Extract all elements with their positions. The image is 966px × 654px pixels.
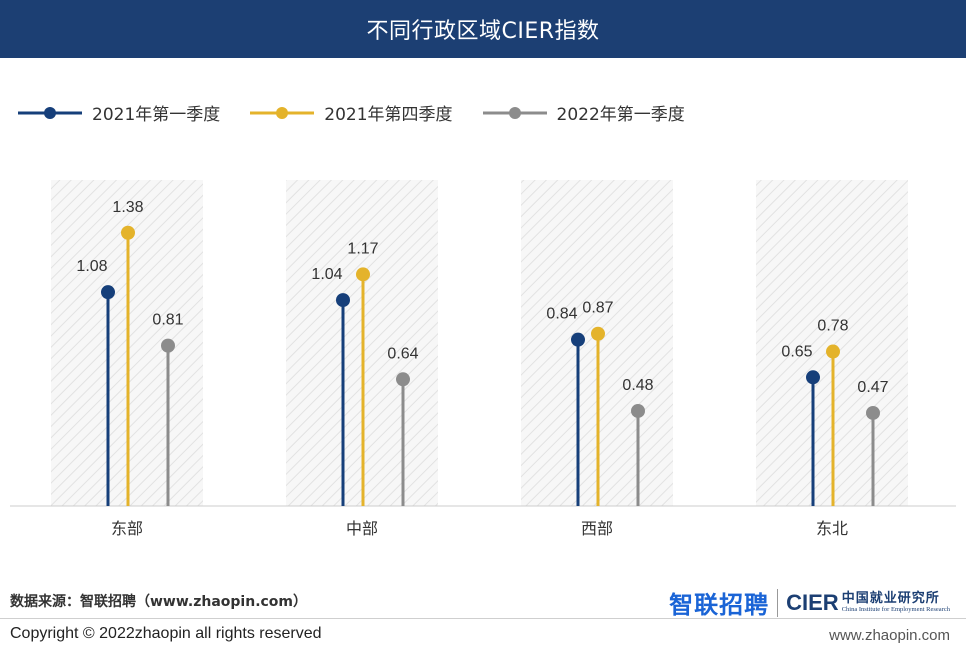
data-source-note: 数据来源：智联招聘（www.zhaopin.com） [10, 594, 308, 610]
copyright-text: Copyright © 2022zhaopin all rights reser… [10, 625, 322, 642]
title-bar: 不同行政区域CIER指数 [0, 0, 966, 58]
lollipop-point [571, 332, 585, 347]
data-label: 0.78 [817, 318, 848, 335]
legend-marker-series-1 [18, 106, 82, 119]
cier-logo-text: CIER [786, 589, 839, 615]
data-label: 0.65 [781, 343, 812, 360]
website-link[interactable]: www.zhaopin.com [829, 627, 950, 644]
footer-divider [0, 618, 966, 619]
x-tick-label: 东北 [816, 519, 848, 538]
zhaopin-logo: 智联招聘 [669, 591, 770, 619]
data-label: 1.08 [76, 258, 107, 275]
legend-item-series-2: 2021年第四季度 [250, 100, 453, 125]
x-tick-label: 西部 [581, 519, 613, 538]
legend: 2021年第一季度 2021年第四季度 2022年第一季度 [18, 100, 715, 125]
data-label: 0.47 [857, 379, 888, 396]
legend-marker-series-2 [250, 106, 315, 119]
x-tick-label: 东部 [111, 519, 143, 538]
data-label: 0.64 [387, 345, 418, 362]
lollipop-point [396, 372, 410, 387]
lollipop-point [866, 405, 880, 420]
lollipop-point [826, 344, 840, 359]
logo-divider [777, 588, 779, 617]
data-label: 1.38 [112, 199, 143, 216]
cier-logo-cn: 中国就业研究所 [841, 590, 940, 606]
lollipop-point [101, 285, 115, 300]
cier-logo: CIER 中国就业研究所 China Institute for Employm… [786, 590, 950, 616]
x-tick-label: 中部 [346, 519, 378, 538]
lollipop-chart: 1.08 1.04 0.84 0.65 1.38 1.17 0.87 0.78 0.81 0.64… [10, 180, 956, 538]
lollipop-point [121, 225, 135, 240]
legend-item-series-1: 2021年第一季度 [18, 100, 220, 125]
lollipop-point [336, 293, 350, 308]
cier-logo-en: China Institute for Employment Research [841, 605, 950, 613]
legend-item-series-3: 2022年第一季度 [482, 100, 685, 125]
data-label: 0.81 [152, 312, 183, 329]
legend-label-series-3: 2022年第一季度 [556, 105, 685, 125]
lollipop-point [161, 338, 175, 353]
logo-area: 智联招聘 CIER 中国就业研究所 China Institute for Em… [669, 585, 950, 620]
legend-label-series-1: 2021年第一季度 [92, 105, 221, 125]
data-label: 1.17 [347, 240, 378, 257]
lollipop-point [806, 370, 820, 385]
lollipop-point [631, 403, 645, 418]
data-label: 0.87 [582, 300, 613, 317]
data-label: 1.04 [311, 266, 342, 283]
lollipop-point [591, 326, 605, 341]
chart-title: 不同行政区域CIER指数 [366, 19, 600, 44]
lollipop-point [356, 267, 370, 282]
data-label: 0.48 [622, 377, 653, 394]
legend-marker-series-3 [482, 106, 547, 119]
data-label: 0.84 [546, 306, 577, 323]
legend-label-series-2: 2021年第四季度 [324, 105, 453, 125]
